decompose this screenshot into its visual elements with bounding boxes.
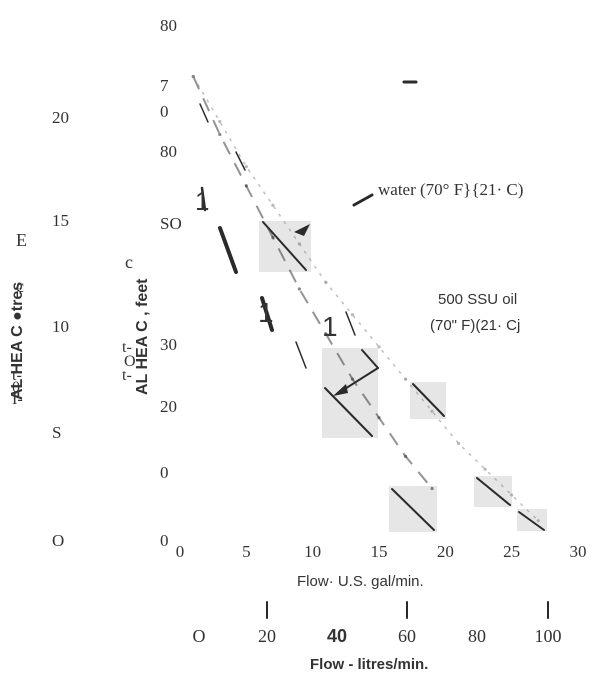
series-point [297,287,301,291]
stray-stroke [391,488,435,531]
stray-stroke [361,349,379,369]
stray-stroke [235,151,246,171]
series-point [377,345,381,349]
axis-fragment: c [125,252,133,272]
series-point [536,519,540,523]
stray-stroke [218,226,238,274]
x-secondary-tick-label: 80 [468,626,486,646]
series-point [403,454,408,458]
stray-stroke [324,387,373,437]
y-tick-label: 7 [160,76,169,95]
series-point [271,203,275,207]
series-point [430,486,434,491]
stray-glyph: 1 [195,186,209,216]
y-tick-label: SO [160,214,182,233]
x-tick-label: 5 [242,542,251,561]
x-tick-label: 25 [503,542,520,561]
annotation-oil-line-1: 500 SSU oil [438,291,517,308]
y-tick-label: 20 [160,397,177,416]
series-point [271,235,275,240]
axis-fragment: t- [12,367,22,384]
axis-fragment: 0 [12,379,20,396]
axis-fragment: t- [122,367,132,384]
x-axis-title: Flow· U.S. gal/min. [297,573,424,590]
series-point [350,377,355,381]
fragment-patch [517,509,547,531]
series-point [297,242,301,246]
image-fragments [259,221,547,532]
x-secondary-tick-label: 60 [398,626,416,646]
arrowhead [294,224,310,236]
series-point [191,74,195,79]
series-layer [191,74,540,523]
y-axis-secondary-title: AL HEA C ●tres [9,282,26,400]
series-point [430,409,434,413]
x-tick-label: 10 [304,542,321,561]
x-tick-label: 30 [570,542,587,561]
y-tick-label: 0 [160,463,169,482]
tick-layer: 0 5 10 15 20 25 30O 20 40 60 80 100807080SO30200020… [52,16,587,646]
y-secondary-tick-label: 10 [52,317,69,336]
y-tick-label: 80 [160,142,177,161]
axis-fragment: c [16,276,24,296]
series-point [324,280,328,285]
series-point [350,313,355,317]
series-point [324,332,328,336]
y-secondary-tick-label: O [52,531,64,550]
stray-stroke [476,477,511,506]
series-point [457,441,461,446]
y-secondary-tick-label: 20 [52,108,69,127]
annotation-water: water (70° F}{21· C) [378,180,523,199]
series-point [244,165,248,169]
annotation-oil-line-2: (70" F)(21· Cj [430,317,520,334]
y-tick-label: 0 [160,102,169,121]
axis-fragment: E [16,230,27,250]
series-point [403,377,408,381]
arrowhead [333,384,348,396]
stray-glyph: 1 [258,297,274,328]
x-tick-label: 20 [437,542,454,561]
stray-dash [352,193,374,207]
y-left-fragments: E c t- 0 I- [12,230,27,408]
series-point [218,119,222,124]
stray-stroke [295,341,307,369]
series-point [483,467,487,471]
x-secondary-tick-label: 20 [258,626,276,646]
y-tick-label: 80 [160,16,177,35]
y-secondary-tick-label: S [52,423,61,442]
series-line [192,76,539,522]
y-axis-title: AL HEA C , feet [134,278,151,395]
x-axis-secondary-title: Flow - litres/min. [310,656,428,673]
stray-stroke [260,296,274,332]
x-tick-label: 0 [176,542,185,561]
x-tick-label: 15 [371,542,388,561]
series-point [244,184,248,188]
x-secondary-tick-label: O [193,626,206,646]
stray-glyph: 1 [322,311,338,342]
x-secondary-tick-label: 100 [535,626,562,646]
y-tick-label: 0 [160,531,169,550]
y-secondary-tick-label: 15 [52,211,69,230]
y-right-fragments: c t- O t- [122,252,136,384]
series-point [218,132,222,137]
stray-stroke [518,511,545,531]
axis-fragment: t- [122,339,132,356]
stray-stroke [199,103,209,123]
axis-fragment: O [124,353,136,370]
stray-stroke [345,311,356,336]
stray-marks [199,80,549,619]
stray-stroke [262,221,307,271]
stray-stroke [412,383,445,417]
stray-stroke [200,186,207,212]
series-point [377,416,381,420]
series-line [192,76,433,490]
x-secondary-tick-label: 40 [327,626,347,646]
y-tick-label: 30 [160,335,177,354]
series-point [510,493,514,497]
fragment-patch [322,384,378,438]
axis-fragment: I- [12,391,23,408]
